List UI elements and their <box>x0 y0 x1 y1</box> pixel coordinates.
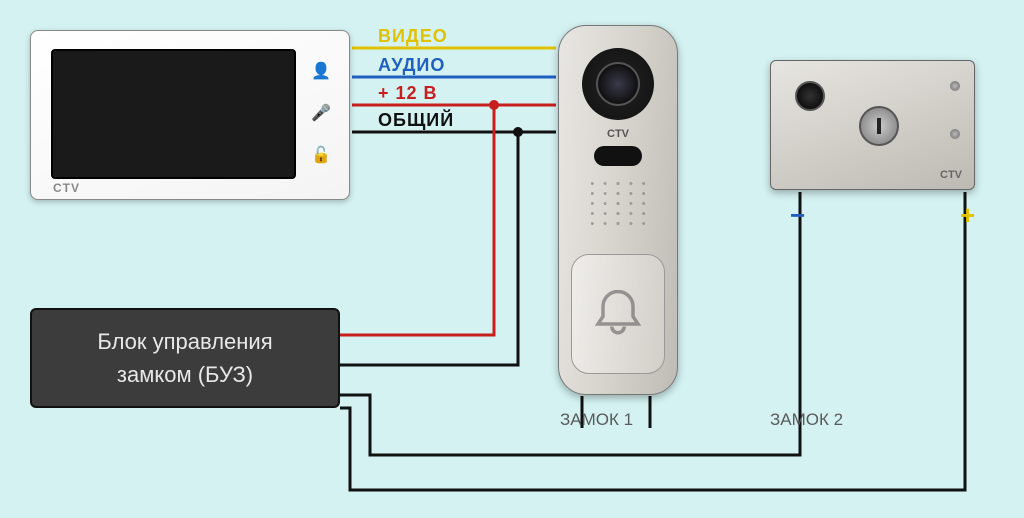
lock-control-unit: Блок управления замком (БУЗ) <box>30 308 340 408</box>
monitor-screen <box>51 49 296 179</box>
label-common: ОБЩИЙ <box>378 110 454 131</box>
label-lock1: ЗАМОК 1 <box>560 410 633 430</box>
camera-lens-icon <box>596 62 640 106</box>
monitor-brand: CTV <box>53 181 80 195</box>
diagram-stage: 👤 🎤 🔓 CTV ВИДЕО АУДИО + 12 В ОБЩИЙ CTV C… <box>0 0 1024 518</box>
lock-exit-button <box>795 81 825 111</box>
monitor-side-icons: 👤 🎤 🔓 <box>311 61 331 165</box>
camera-housing <box>582 48 654 120</box>
door-call-panel: CTV <box>558 25 678 395</box>
screw-icon <box>950 81 960 91</box>
label-audio: АУДИО <box>378 55 445 76</box>
buz-label: Блок управления замком (БУЗ) <box>97 325 272 391</box>
electric-lock: CTV <box>770 60 975 190</box>
ir-window <box>594 146 642 166</box>
bell-icon <box>588 284 648 344</box>
call-button <box>571 254 665 374</box>
polarity-minus: − <box>790 200 805 231</box>
speaker-grille <box>586 182 650 230</box>
video-monitor: 👤 🎤 🔓 CTV <box>30 30 350 200</box>
label-video: ВИДЕО <box>378 26 448 47</box>
label-power: + 12 В <box>378 83 438 104</box>
mic-icon: 🎤 <box>311 103 331 123</box>
lock-cylinder <box>859 106 899 146</box>
screw-icon <box>950 129 960 139</box>
lock-brand: CTV <box>940 169 962 181</box>
person-icon: 👤 <box>311 61 331 81</box>
polarity-plus: + <box>960 200 975 231</box>
label-lock2: ЗАМОК 2 <box>770 410 843 430</box>
panel-brand: CTV <box>559 128 677 140</box>
lock-icon: 🔓 <box>311 145 331 165</box>
